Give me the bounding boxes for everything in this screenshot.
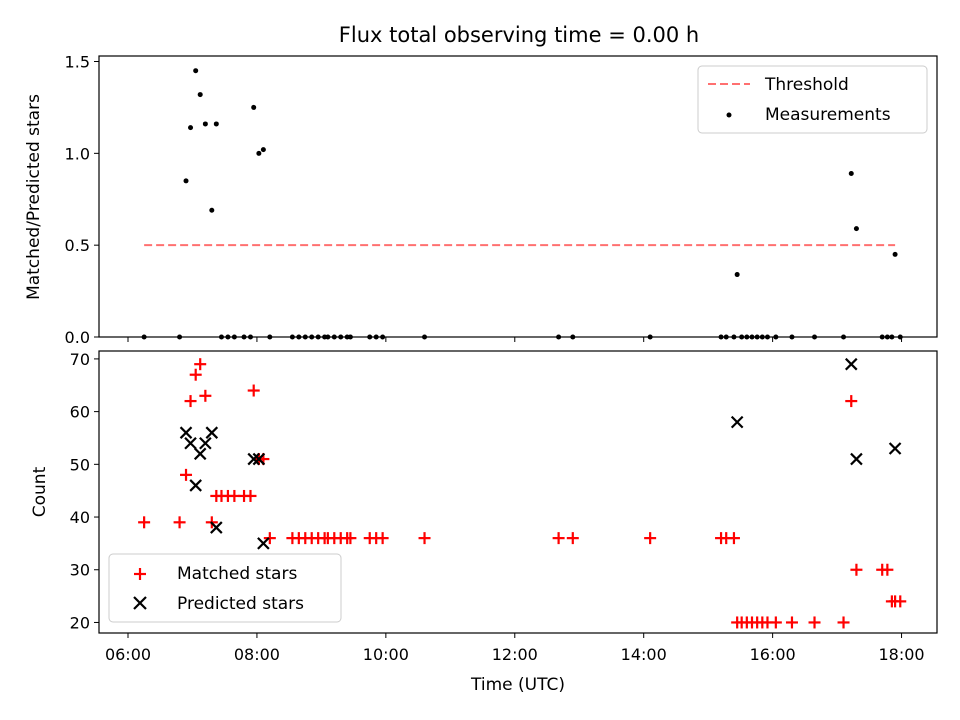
- bottom-panel: 20 30 40 50 60 70 06:00 08:00 10:00 12:00 14:00 16…: [30, 350, 938, 695]
- matched-star-marker: [769, 616, 782, 629]
- predicted-star-marker: [888, 442, 902, 455]
- x-axis-label: Time (UTC): [470, 675, 565, 695]
- legend-threshold-label: Threshold: [764, 75, 849, 95]
- predicted-star-marker: [199, 436, 212, 450]
- predicted-star-marker: [193, 447, 207, 461]
- predicted-star-marker: [844, 357, 858, 371]
- matched-star-marker: [894, 595, 907, 608]
- predicted-star-marker: [179, 426, 193, 439]
- matched-star-marker: [180, 468, 193, 481]
- matched-star-marker: [837, 616, 850, 629]
- bottom-x-tick-label: 16:00: [750, 645, 796, 664]
- legend-predicted-swatch: [133, 596, 147, 610]
- matched-star-marker: [344, 532, 357, 545]
- measurement-point: [209, 207, 215, 213]
- bottom-x-tick-label: 18:00: [878, 645, 924, 664]
- predicted-star-marker: [205, 426, 219, 439]
- matched-star-marker: [552, 532, 565, 545]
- matched-star-marker: [247, 384, 260, 397]
- bottom-y-axis-label: Count: [30, 466, 50, 517]
- legend-matched-label: Matched stars: [177, 564, 297, 584]
- measurement-point: [197, 92, 203, 98]
- measurement-point: [256, 150, 262, 156]
- predicted-star-marker: [210, 521, 223, 534]
- predicted-star-marker: [252, 452, 266, 466]
- measurement-point: [188, 125, 194, 131]
- legend-measurements-label: Measurements: [765, 105, 891, 125]
- matched-star-marker: [418, 532, 431, 545]
- measurement-point: [734, 272, 740, 278]
- legend-measurements-swatch: [726, 112, 732, 118]
- bottom-x-tick-label: 08:00: [234, 645, 280, 664]
- matched-star-marker: [199, 389, 212, 402]
- matched-star-marker: [138, 516, 151, 529]
- bottom-y-tick-label: 70: [70, 350, 90, 369]
- matched-star-marker: [727, 532, 740, 545]
- matched-star-marker: [184, 395, 197, 408]
- predicted-star-marker: [257, 537, 270, 550]
- bottom-x-tick-label: 10:00: [363, 645, 409, 664]
- top-y-tick-label: 1.0: [65, 144, 90, 163]
- matched-star-marker: [785, 616, 798, 629]
- measurement-point: [183, 178, 189, 184]
- predicted-star-marker: [730, 415, 744, 429]
- measurement-point: [193, 68, 199, 74]
- bottom-y-tick-label: 20: [70, 613, 90, 632]
- matched-star-marker: [173, 516, 186, 529]
- matched-star-marker: [189, 368, 202, 381]
- bottom-y-tick-label: 30: [70, 561, 90, 580]
- measurement-point: [202, 121, 208, 127]
- measurement-point: [260, 147, 266, 153]
- matched-star-marker: [845, 395, 858, 408]
- top-y-tick-label: 1.5: [65, 53, 90, 72]
- matched-star-marker: [808, 616, 821, 629]
- predicted-star-marker: [850, 452, 863, 466]
- bottom-x-tick-label: 12:00: [492, 645, 538, 664]
- top-legend: Threshold Measurements: [697, 65, 928, 134]
- bottom-legend: Matched stars Predicted stars: [108, 553, 342, 623]
- predicted-star-marker: [247, 452, 260, 466]
- bottom-x-tick-label: 06:00: [105, 645, 151, 664]
- matched-star-marker: [194, 358, 207, 371]
- matched-star-marker: [263, 532, 276, 545]
- measurement-point: [853, 226, 859, 232]
- matched-star-marker: [644, 532, 657, 545]
- measurement-point: [251, 104, 257, 110]
- matched-star-marker: [566, 532, 579, 545]
- top-panel: 0.0 0.5 1.0 1.5 Matched/Predicted stars Thr…: [24, 53, 938, 347]
- bottom-y-tick-label: 60: [70, 403, 90, 422]
- bottom-plot-frame: [98, 350, 938, 634]
- top-legend-box: [697, 65, 928, 134]
- bottom-x-tick-label: 14:00: [621, 645, 667, 664]
- chart-title: Flux total observing time = 0.00 h: [339, 23, 699, 47]
- measurement-point: [848, 171, 854, 177]
- predicted-star-marker: [184, 436, 197, 450]
- matched-star-marker: [850, 563, 863, 576]
- top-y-axis-label: Matched/Predicted stars: [24, 94, 44, 300]
- measurement-point: [892, 251, 898, 257]
- predicted-star-marker: [189, 479, 202, 492]
- bottom-legend-box: [108, 553, 342, 623]
- matched-star-marker: [376, 532, 389, 545]
- legend-predicted-label: Predicted stars: [177, 594, 304, 614]
- top-y-tick-label: 0.5: [65, 236, 90, 255]
- legend-matched-swatch: [134, 568, 146, 580]
- measurement-point: [213, 121, 219, 127]
- top-y-tick-label: 0.0: [65, 328, 90, 347]
- matched-star-marker: [881, 563, 894, 576]
- bottom-y-tick-label: 40: [70, 508, 90, 527]
- matched-star-marker: [244, 489, 257, 502]
- bottom-y-tick-label: 50: [70, 455, 90, 474]
- top-plot-frame: [98, 55, 938, 338]
